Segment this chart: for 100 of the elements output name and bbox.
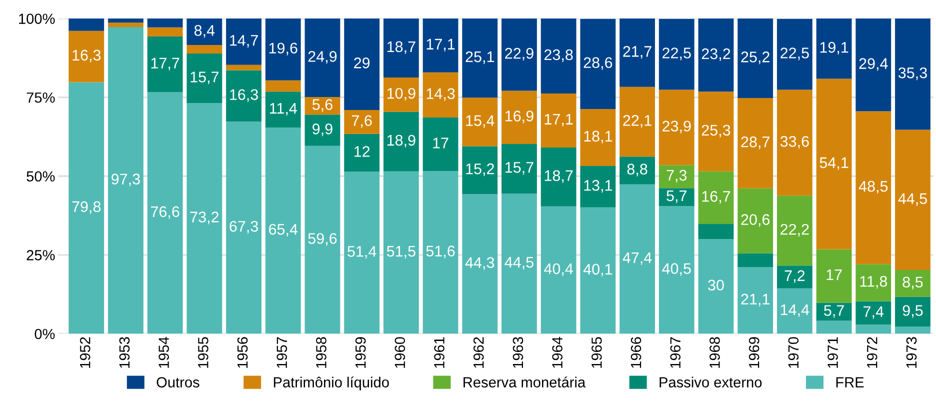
data-label: 35,3 <box>898 67 927 80</box>
bar <box>698 171 734 224</box>
data-label: 21,1 <box>741 294 770 306</box>
bar <box>856 18 892 112</box>
bar <box>304 114 340 146</box>
data-label: 51,5 <box>386 246 416 258</box>
data-label: 19,1 <box>820 42 848 55</box>
data-label: 59,6 <box>308 233 337 246</box>
bar <box>265 80 301 92</box>
x-tick-label: 1965 <box>592 337 602 368</box>
bar <box>68 82 104 334</box>
bar <box>738 267 774 334</box>
bar <box>462 146 498 194</box>
bar <box>620 184 655 334</box>
data-label: 29,4 <box>859 58 888 71</box>
data-label: 17 <box>433 138 448 148</box>
data-label: 47,4 <box>622 252 652 265</box>
x-tick-label: 1968 <box>710 337 720 368</box>
data-label: 17 <box>826 269 842 280</box>
data-label: 73,2 <box>190 212 219 224</box>
bar <box>658 188 694 206</box>
data-label: 14,4 <box>780 304 810 317</box>
x-tick-label: 1963 <box>512 337 524 368</box>
data-label: 51,6 <box>426 246 455 258</box>
data-label: 17,1 <box>544 114 573 126</box>
bar <box>383 77 419 112</box>
data-label: 15,7 <box>190 72 219 84</box>
bar <box>816 249 852 303</box>
data-label: 17,1 <box>426 38 455 52</box>
data-label: 28,7 <box>741 136 770 150</box>
x-tick-label: 1952 <box>80 337 90 368</box>
bar <box>502 90 537 144</box>
data-label: 17,7 <box>151 58 180 70</box>
bar <box>502 144 537 194</box>
data-label: 15,4 <box>466 115 494 128</box>
y-tick-label: 0% <box>34 328 55 340</box>
bar <box>422 18 458 72</box>
bar <box>895 18 930 130</box>
data-label: 7,4 <box>864 306 884 319</box>
bar <box>620 86 655 157</box>
data-label: 16,9 <box>506 110 534 124</box>
x-tick-label: 1953 <box>119 337 130 368</box>
bar <box>895 296 930 327</box>
x-tick-label: 1972 <box>866 337 878 368</box>
y-tick-label: 25% <box>26 250 55 260</box>
bar <box>147 36 183 92</box>
data-label: 15,2 <box>466 163 494 176</box>
bar <box>344 110 380 134</box>
bar <box>776 288 812 334</box>
bar <box>658 206 694 334</box>
data-label: 44,5 <box>504 257 534 270</box>
x-tick-label: 1964 <box>552 336 562 368</box>
bar <box>383 18 419 78</box>
data-label: 25,1 <box>466 51 494 64</box>
data-label: 44,3 <box>465 257 494 270</box>
x-tick-label: 1970 <box>788 337 799 368</box>
bar <box>226 18 262 65</box>
data-label: 21,7 <box>623 46 652 59</box>
bar <box>580 18 616 109</box>
data-label: 11,8 <box>860 276 888 289</box>
x-tick-label: 1959 <box>355 337 366 368</box>
bar <box>658 18 694 90</box>
data-label: 12 <box>354 146 370 157</box>
bar <box>462 194 498 334</box>
bar <box>698 92 734 172</box>
data-label: 15,7 <box>506 162 534 175</box>
bar <box>856 301 892 325</box>
data-label: 54,1 <box>820 157 848 170</box>
legend-label: Passivo externo <box>660 376 762 388</box>
bar <box>383 171 419 334</box>
data-label: 40,4 <box>544 263 573 276</box>
bar <box>186 18 222 46</box>
bar <box>108 22 144 28</box>
bar <box>895 326 930 334</box>
data-label: 22,5 <box>662 48 691 60</box>
legend-label: Patrimônio líquido <box>274 376 389 390</box>
data-label: 9,5 <box>902 305 923 318</box>
bar <box>816 18 852 79</box>
bar <box>108 27 144 334</box>
y-tick-label: 75% <box>26 92 55 103</box>
data-label: 65,4 <box>269 224 298 237</box>
bar <box>698 18 734 92</box>
bar <box>304 146 340 334</box>
data-label: 22,5 <box>780 48 809 60</box>
bar <box>658 90 694 166</box>
data-label: 13,1 <box>584 180 612 193</box>
bar <box>186 103 222 334</box>
bar <box>226 122 262 334</box>
x-tick-label: 1966 <box>630 337 642 368</box>
data-label: 51,4 <box>348 246 376 259</box>
data-label: 16,3 <box>72 50 101 62</box>
data-label: 25,2 <box>741 52 770 64</box>
bar <box>540 18 576 94</box>
bar <box>462 18 498 98</box>
bar <box>422 171 458 334</box>
bar <box>502 18 537 91</box>
data-label: 14,7 <box>230 35 258 48</box>
data-label: 28,6 <box>584 57 612 70</box>
data-label: 23,8 <box>544 49 573 62</box>
data-label: 10,9 <box>387 88 416 101</box>
